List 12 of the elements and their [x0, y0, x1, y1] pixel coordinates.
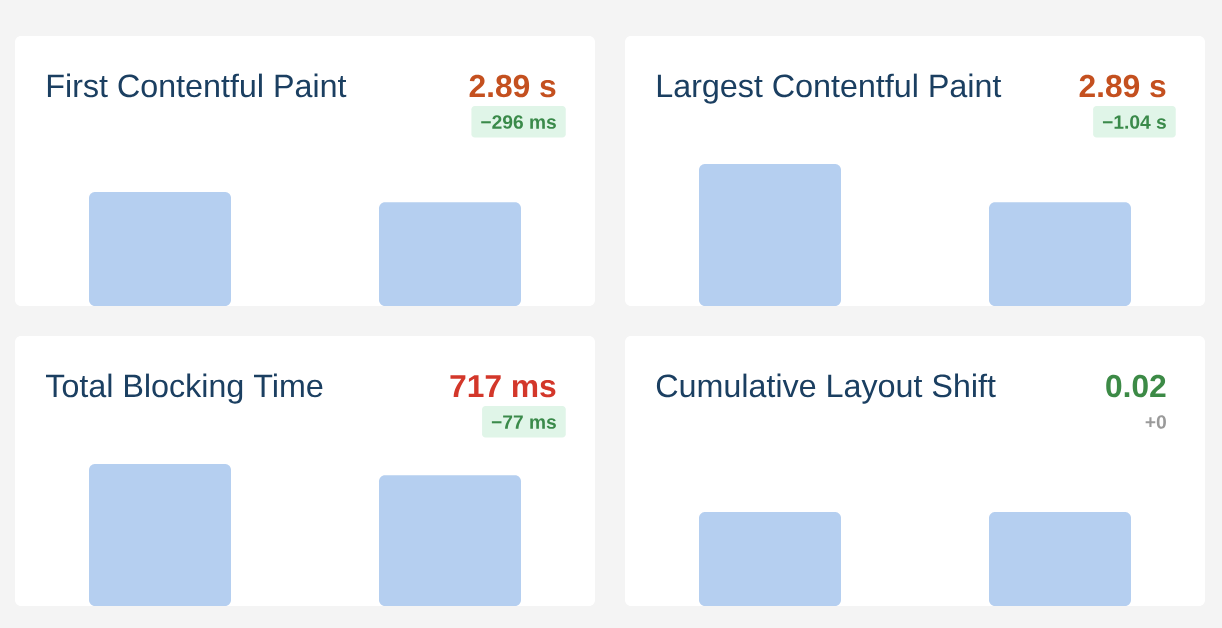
chart-title: First Contentful Paint	[47, 73, 347, 98]
chart-title: Total Blocking Time	[46, 373, 323, 404]
text: 0.02	[1106, 374, 1166, 398]
text: +0	[1145, 415, 1166, 429]
text: −1.04 s	[1102, 115, 1166, 129]
text: −296 ms	[481, 115, 556, 129]
text: 2.89 s	[469, 74, 556, 98]
chart-title: Largest Contentful Paint	[657, 73, 1002, 104]
chart-title: Cumulative Layout Shift	[656, 373, 996, 404]
text: 2.89 s	[1079, 74, 1166, 98]
text: −77 ms	[491, 415, 556, 429]
text: 717 ms	[450, 375, 556, 398]
